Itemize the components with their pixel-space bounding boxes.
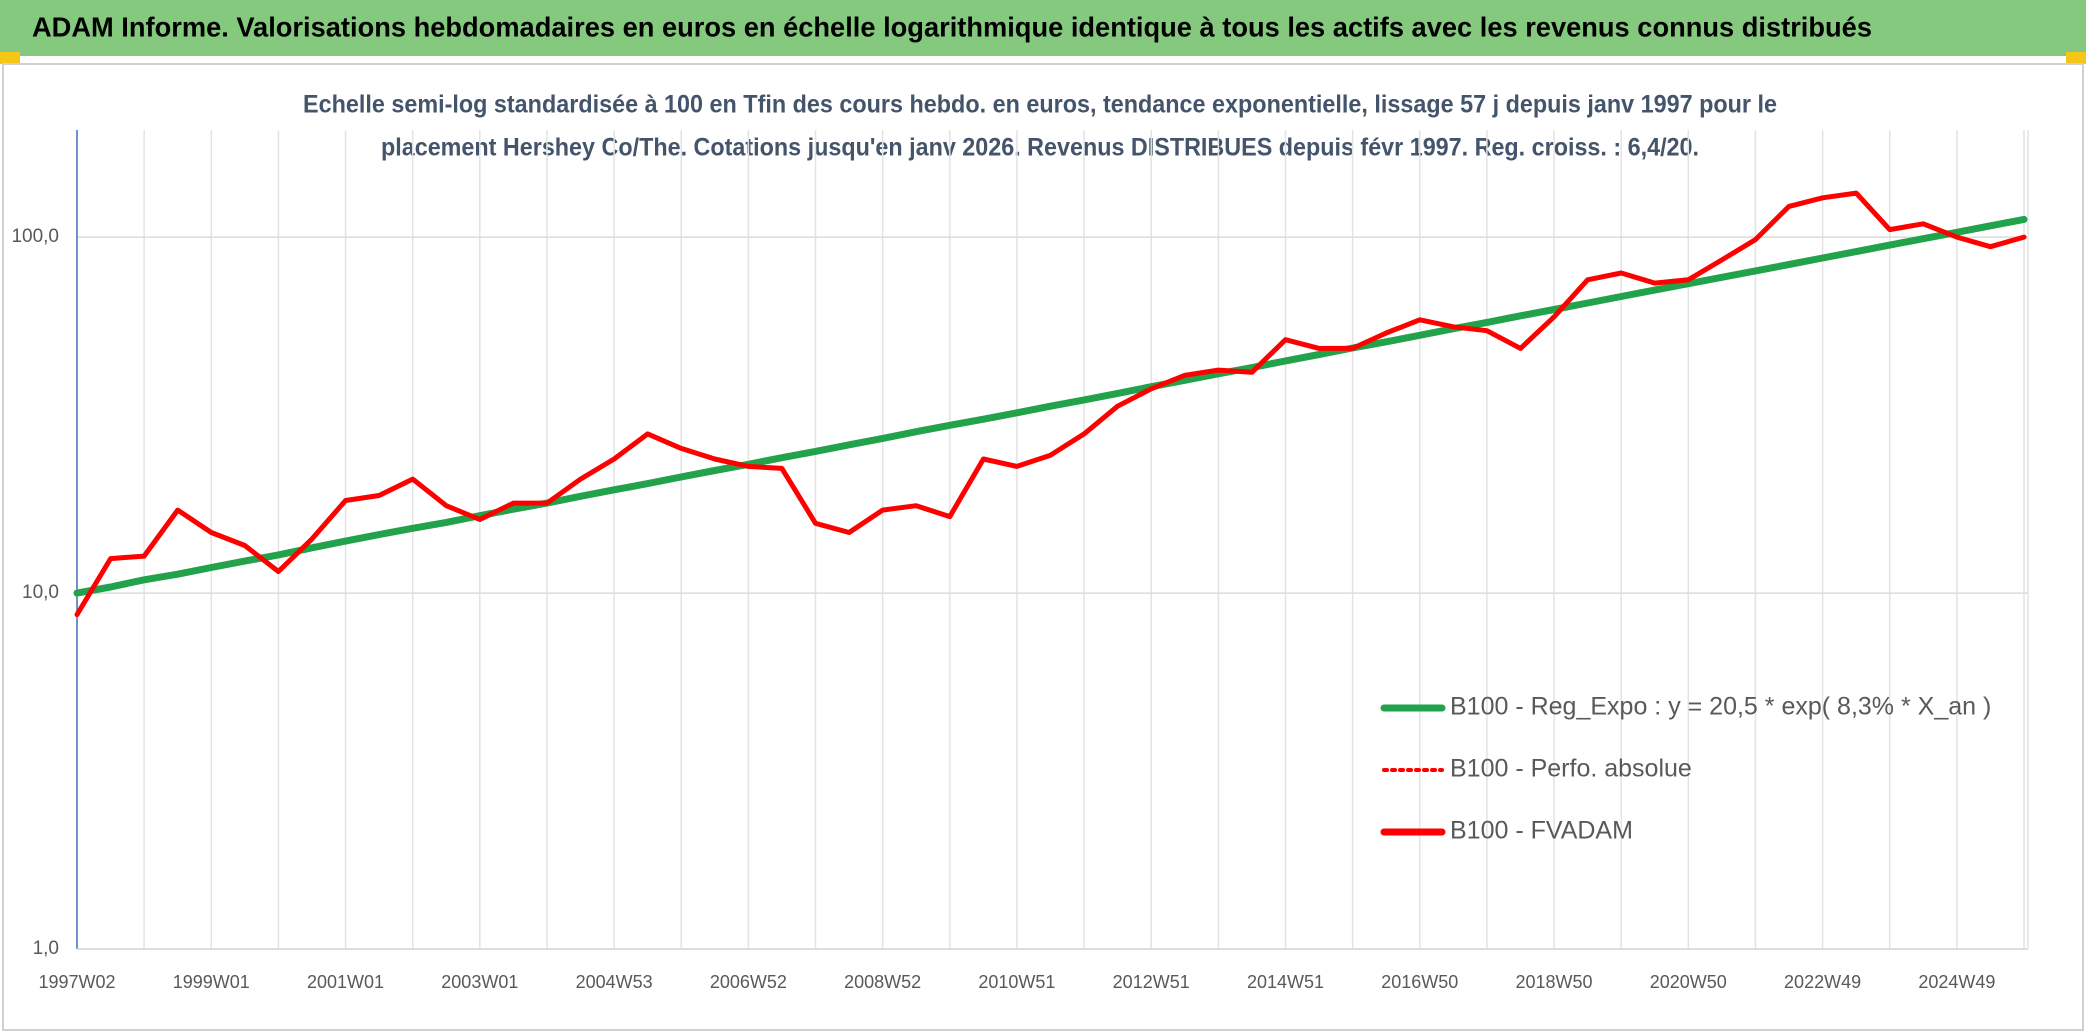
x-tick-label: 2008W52 <box>844 972 921 992</box>
y-tick-label: 1,0 <box>33 938 59 959</box>
x-tick-label: 2016W50 <box>1381 972 1458 992</box>
legend-label: B100 - FVADAM <box>1450 817 1633 845</box>
corner-mark <box>2066 52 2086 64</box>
y-tick-label: 100,0 <box>11 226 59 247</box>
y-tick-label: 10,0 <box>22 582 59 603</box>
x-tick-label: 2018W50 <box>1516 972 1593 992</box>
header-bar <box>0 0 2086 56</box>
x-tick-label: 2012W51 <box>1113 972 1190 992</box>
x-tick-label: 2004W53 <box>576 972 653 992</box>
chart-title: ADAM Informe. Valorisations hebdomadaire… <box>32 11 1872 42</box>
x-tick-label: 1999W01 <box>173 972 250 992</box>
series-line <box>73 215 2028 597</box>
legend-label: B100 - Reg_Expo : y = 20,5 * exp( 8,3% *… <box>1450 693 1991 721</box>
x-tick-label: 2001W01 <box>307 972 384 992</box>
corner-mark <box>0 52 20 64</box>
x-tick-label: 2006W52 <box>710 972 787 992</box>
x-tick-label: 2014W51 <box>1247 972 1324 992</box>
legend-label: B100 - Perfo. absolue <box>1450 755 1692 783</box>
x-tick-label: 2010W51 <box>978 972 1055 992</box>
x-tick-label: 1997W02 <box>38 972 115 992</box>
x-tick-label: 2020W50 <box>1650 972 1727 992</box>
x-tick-label: 2022W49 <box>1784 972 1861 992</box>
chart-frame <box>2 63 2084 1031</box>
chart-subtitle: placement Hershey Co/The. Cotations jusq… <box>381 134 1699 162</box>
x-tick-label: 2003W01 <box>441 972 518 992</box>
x-tick-label: 2024W49 <box>1918 972 1995 992</box>
chart-subtitle: Echelle semi-log standardisée à 100 en T… <box>303 91 1777 119</box>
series-line <box>74 190 2027 618</box>
